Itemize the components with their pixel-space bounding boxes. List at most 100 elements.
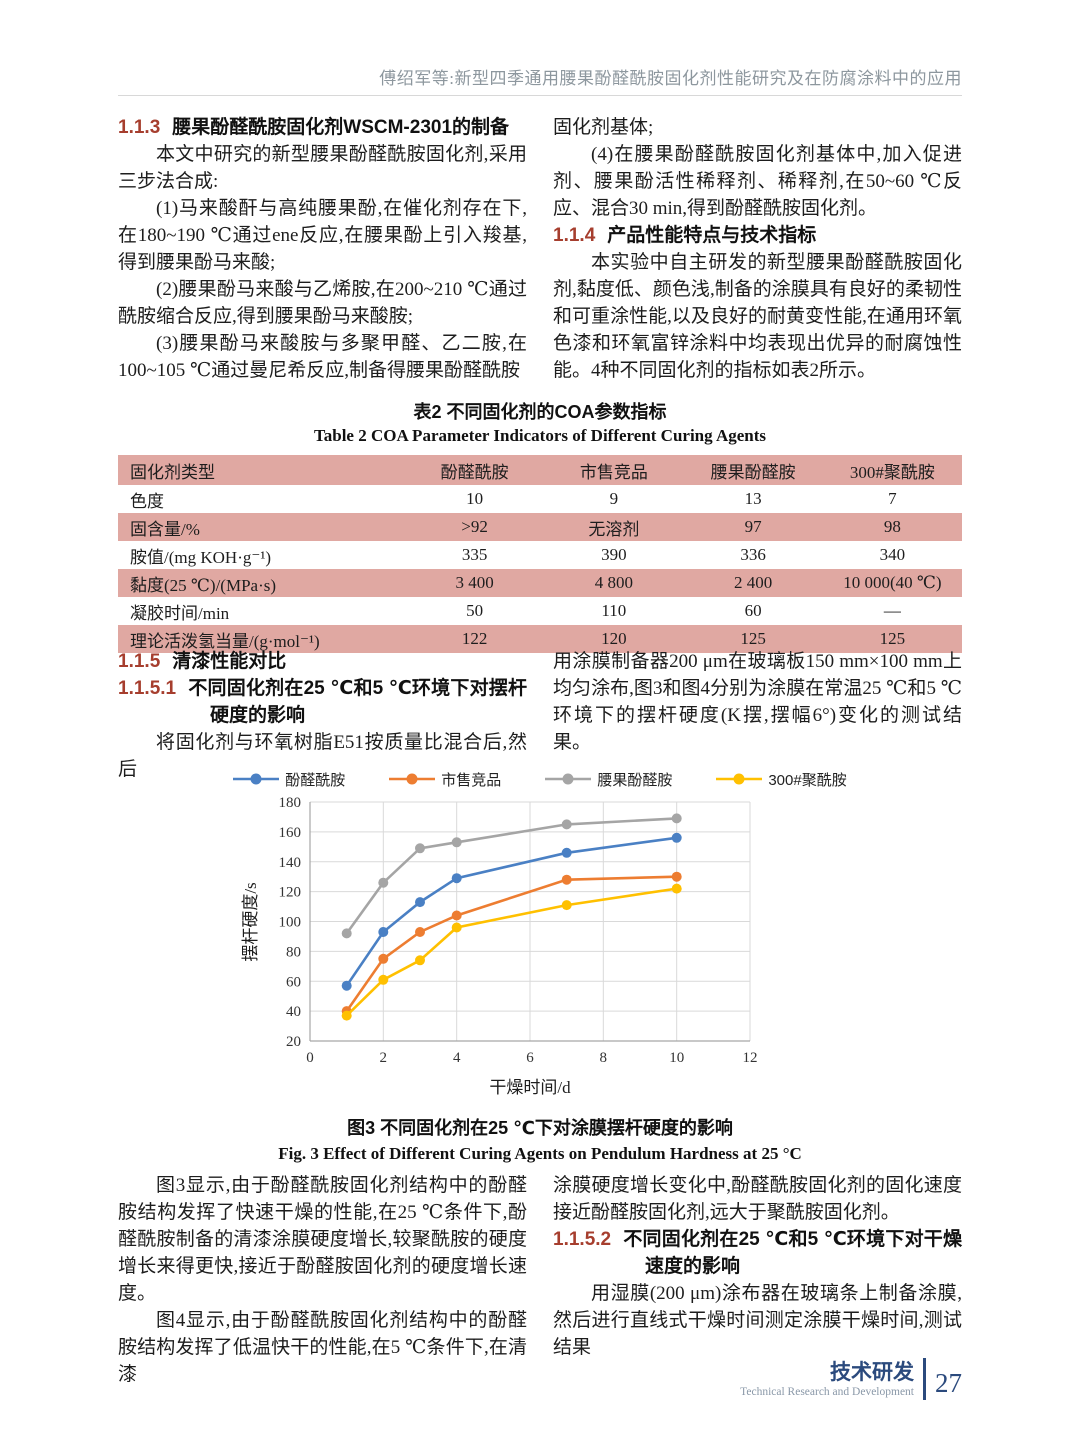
table-cell: 7 — [888, 489, 897, 508]
table-cell: 理论活泼氢当量/(g·mol⁻¹) — [130, 631, 320, 651]
table-cell: 3 400 — [455, 573, 494, 592]
bottom-right-column: 涂膜硬度增长变化中,酚醛酰胺固化剂的固化速度接近酚醛胺固化剂,远大于聚酰胺固化剂… — [553, 1172, 962, 1388]
x-tick-label: 12 — [743, 1050, 758, 1066]
x-tick-label: 8 — [600, 1050, 608, 1066]
x-axis-title: 干燥时间/d — [489, 1078, 571, 1097]
y-tick-label: 160 — [279, 825, 302, 841]
chart-legend: 酚醛酰胺 市售竞品 腰果酚醛胺 300#聚酰胺 — [118, 766, 962, 792]
series-line-3 — [345, 887, 677, 1017]
table-cell: 黏度(25 ℃)/(MPa·s) — [130, 575, 277, 595]
table-title-zh: 表2 不同固化剂的COA参数指标 — [413, 402, 667, 422]
y-tick-label: 120 — [279, 885, 302, 901]
series-line-0 — [345, 836, 677, 987]
table-cell: 120 — [601, 629, 627, 648]
paragraph: 用湿膜(200 μm)涂布器在玻璃条上制备涂膜,然后进行直线式干燥时间测定涂膜干… — [553, 1283, 962, 1358]
paragraph: 将固化剂与环氧树脂E51按质量比混合后,然后 — [118, 732, 527, 780]
legend-label: 300#聚酰胺 — [768, 771, 847, 789]
data-point — [378, 877, 389, 888]
paragraph: (1)马来酸酐与高纯腰果酚,在催化剂存在下,在180~190 ℃通过ene反应,… — [118, 198, 527, 273]
table-cell: 固含量/% — [130, 519, 200, 539]
footer-section: 技术研发 Technical Research and Development — [740, 1362, 914, 1400]
top-right-column: 固化剂基体; (4)在腰果酚醛酰胺固化剂基体中,加入促进剂、腰果酚活性稀释剂、稀… — [553, 114, 962, 384]
data-point — [561, 874, 572, 885]
table-cell: 110 — [601, 601, 627, 620]
series-line-2 — [345, 817, 677, 935]
section-heading-1-1-5: 1.1.5 清漆性能对比 — [118, 648, 527, 675]
table-row: 黏度(25 ℃)/(MPa·s) 3 400 4 800 2 400 10 000(40… — [118, 569, 962, 597]
section-heading-1-1-5-1: 1.1.5.1 不同固化剂在25 ℃和5 ℃环境下对摆杆硬度的影响 — [118, 675, 527, 729]
table-cell: 无溶剂 — [588, 519, 640, 539]
paragraph: 图3显示,由于酚醛酰胺固化剂结构中的酚醛胺结构发挥了快速干燥的性能,在25 ℃条… — [118, 1175, 527, 1304]
y-axis-title: 摆杆硬度/s — [241, 882, 260, 961]
data-point — [415, 955, 425, 966]
section-heading-1-1-4: 1.1.4 产品性能特点与技术指标 — [553, 222, 962, 249]
table-cell: 97 — [744, 517, 762, 536]
legend-item: 300#聚酰胺 — [716, 769, 847, 790]
hardness-chart: 20 40 60 80 100 120 140 160 180 0 2 4 6 8 10 12 摆杆硬度/s 干燥… — [241, 795, 758, 1097]
y-tick-label: 40 — [286, 1004, 301, 1020]
table-cell: 340 — [879, 545, 906, 564]
paragraph: (4)在腰果酚醛酰胺固化剂基体中,加入促进剂、腰果酚活性稀释剂、稀释剂,在50~… — [553, 144, 962, 219]
header-rule — [118, 95, 962, 96]
page-number: 27 — [935, 1368, 962, 1398]
y-tick-label: 140 — [279, 855, 302, 871]
data-point — [561, 900, 572, 911]
data-point — [415, 897, 425, 908]
data-point — [671, 813, 682, 824]
section-heading-1-1-5-2: 1.1.5.2 不同固化剂在25 ℃和5 ℃环境下对干燥速度的影响 — [553, 1226, 962, 1280]
table-cell: 125 — [879, 629, 906, 648]
legend-marker-icon — [545, 773, 592, 785]
data-point — [451, 910, 462, 921]
table-cell: 10 — [466, 489, 484, 508]
bottom-columns: 图3显示,由于酚醛酰胺固化剂结构中的酚醛胺结构发挥了快速干燥的性能,在25 ℃条… — [118, 1172, 962, 1388]
data-point — [671, 883, 682, 894]
table-cell: 122 — [461, 629, 488, 648]
paragraph: (3)腰果酚马来酸胺与多聚甲醛、乙二胺,在100~105 ℃通过曼尼希反应,制备… — [118, 333, 527, 381]
table-row: 理论活泼氢当量/(g·mol⁻¹) 122 120 125 125 — [118, 625, 962, 653]
table-header-cell: 300#聚酰胺 — [822, 455, 962, 485]
table-header-cell: 固化剂类型 — [118, 455, 405, 485]
data-point — [341, 1010, 352, 1021]
legend-label: 酚醛酰胺 — [285, 771, 346, 789]
table-cell: — — [883, 601, 901, 620]
paragraph: 用涂膜制备器200 μm在玻璃板150 mm×100 mm上均匀涂布,图3和图4… — [553, 651, 962, 753]
figure-block: 酚醛酰胺 市售竞品 腰果酚醛胺 300#聚酰胺 20 40 60 80 100 120 140 16… — [118, 766, 962, 1167]
section-number: 1.1.5.2 — [553, 1229, 612, 1250]
section-number: 1.1.4 — [553, 225, 596, 246]
table-block: 表2 不同固化剂的COA参数指标 Table 2 COA Parameter I… — [118, 400, 962, 653]
table-cell: 凝胶时间/min — [130, 603, 230, 623]
table-cell: 13 — [744, 489, 762, 508]
mid-columns: 1.1.5 清漆性能对比 1.1.5.1 不同固化剂在25 ℃和5 ℃环境下对摆杆硬… — [118, 648, 962, 783]
x-tick-label: 0 — [306, 1050, 314, 1066]
top-left-column: 1.1.3 腰果酚醛酰胺固化剂WSCM-2301的制备 本文中研究的新型腰果酚醛酰… — [118, 114, 527, 384]
mid-left-column: 1.1.5 清漆性能对比 1.1.5.1 不同固化剂在25 ℃和5 ℃环境下对摆杆硬… — [118, 648, 527, 783]
legend-item: 腰果酚醛胺 — [545, 769, 672, 790]
running-title: 傅绍军等:新型四季通用腰果酚醛酰胺固化剂性能研究及在防腐涂料中的应用 — [379, 69, 962, 88]
y-tick-label: 180 — [279, 795, 302, 811]
legend-label: 市售竞品 — [441, 771, 502, 789]
table-row: 固含量/% >92 无溶剂 97 98 — [118, 513, 962, 541]
table-header-cell: 酚醛酰胺 — [404, 455, 545, 485]
table-cell: >92 — [461, 517, 488, 536]
paragraph: 本文中研究的新型腰果酚醛酰胺固化剂,采用三步法合成: — [118, 144, 527, 192]
table-cell: 60 — [744, 601, 762, 620]
y-tick-label: 100 — [279, 915, 302, 931]
top-columns: 1.1.3 腰果酚醛酰胺固化剂WSCM-2301的制备 本文中研究的新型腰果酚醛酰… — [118, 114, 962, 384]
table-cell: 390 — [601, 545, 627, 564]
page-footer: 技术研发 Technical Research and Development … — [740, 1358, 962, 1400]
y-tick-label: 60 — [286, 974, 301, 990]
bottom-left-column: 图3显示,由于酚醛酰胺固化剂结构中的酚醛胺结构发挥了快速干燥的性能,在25 ℃条… — [118, 1172, 527, 1388]
table-header-cell: 腰果酚醛胺 — [683, 455, 823, 485]
data-point — [561, 819, 572, 830]
table-cell: 10 000(40 ℃) — [843, 573, 942, 592]
data-point — [341, 980, 352, 991]
table-cell: 125 — [740, 629, 766, 648]
table-row: 凝胶时间/min 50 110 60 — — [118, 597, 962, 625]
x-tick-label: 2 — [380, 1050, 388, 1066]
data-point — [561, 847, 572, 858]
data-point — [451, 922, 462, 933]
figure-caption-zh: 图3 不同固化剂在25 ℃下对涂膜摆杆硬度的影响 — [347, 1118, 733, 1138]
section-number: 1.1.5 — [118, 651, 161, 672]
footer-divider-bar — [923, 1358, 926, 1400]
